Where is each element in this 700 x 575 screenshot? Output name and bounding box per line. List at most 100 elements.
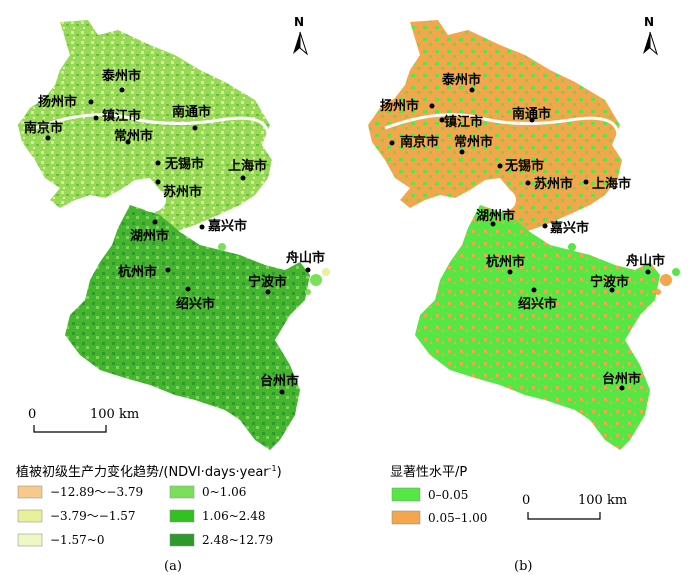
lake-taihu (488, 188, 516, 212)
city-dot-shanghai (240, 175, 246, 181)
city-label-changzhou: 常州市 (454, 134, 493, 150)
city-label-huzhou: 湖州市 (476, 208, 515, 224)
city-dot-yangzhou (88, 99, 94, 105)
city-label-shaoxing: 绍兴市 (518, 296, 557, 312)
north-arrow-a: N (293, 15, 309, 56)
region-north (368, 20, 622, 232)
city-dot-hangzhou (165, 267, 171, 273)
legend-label-2: 0.05–1.00 (428, 511, 487, 525)
city-label-ningbo: 宁波市 (248, 274, 287, 290)
city-dot-taizhou-zj (279, 389, 285, 395)
island (568, 243, 576, 251)
city-dot-nanjing (389, 140, 395, 146)
legend-a: −12.89～−3.79 −3.79～−1.57 −1.57~0 0~1.06 … (17, 485, 273, 547)
legend-swatch-4 (169, 485, 195, 499)
city-dot-ningbo (265, 289, 271, 295)
city-dot-hangzhou (507, 269, 513, 275)
yangtze-river (34, 113, 270, 139)
city-label-nantong: 南通市 (512, 106, 551, 122)
island (310, 274, 322, 286)
city-label-nanjing: 南京市 (24, 120, 63, 136)
city-label-zhoushan: 舟山市 (626, 253, 665, 269)
city-dot-ningbo (609, 287, 615, 293)
scale-end-label: 100 km (578, 493, 627, 508)
city-label-ningbo: 宁波市 (590, 274, 629, 290)
city-label-jiaxing: 嘉兴市 (549, 220, 589, 236)
city-label-yangzhou: 扬州市 (38, 94, 77, 110)
city-label-jiaxing: 嘉兴市 (207, 218, 247, 234)
legend-b: 0–0.05 0.05–1.00 (391, 487, 487, 525)
city-label-shanghai: 上海市 (592, 176, 631, 192)
map-b-svg: N 泰州市 扬州市 镇江市 南京市 南通市 常州市 无锡市 苏州市 上海市 湖州… (368, 15, 680, 574)
city-dot-zhenjiang (93, 115, 99, 121)
legend-label-1: −12.89～−3.79 (50, 485, 143, 499)
panel-label-b: (b) (514, 559, 532, 574)
city-label-zhoushan: 舟山市 (286, 250, 325, 266)
region-north (18, 20, 272, 232)
legend-label-6: 2.48~12.79 (202, 533, 273, 547)
legend-swatch-2 (391, 510, 421, 525)
region-south (65, 205, 310, 450)
legend-swatch-3 (17, 533, 43, 547)
legend-title-b: 显著性水平/P (390, 465, 467, 480)
north-arrow-b: N (643, 15, 659, 56)
city-dot-nanjing (45, 135, 51, 141)
city-label-zhenjiang: 镇江市 (444, 114, 483, 130)
island (655, 289, 661, 295)
city-dot-shanghai (583, 179, 589, 185)
city-label-yangzhou: 扬州市 (380, 98, 419, 114)
legend-swatch-5 (169, 509, 195, 523)
map-a-svg: N 泰州市 扬州市 镇江市 南京市 南通市 常州市 无锡市 苏州市 上海市 湖州 (16, 15, 330, 574)
legend-label-2: −3.79～−1.57 (50, 509, 136, 523)
legend-label-4: 0~1.06 (202, 485, 246, 499)
city-dot-suzhou (525, 180, 531, 186)
city-dot-shaoxing (185, 286, 191, 292)
north-label: N (644, 15, 654, 29)
scale-start-label: 0 (522, 493, 530, 508)
city-dot-zhoushan (645, 269, 651, 275)
city-markers-b: 泰州市 扬州市 镇江市 南京市 南通市 常州市 无锡市 苏州市 上海市 湖州市 … (380, 72, 665, 391)
city-dot-changzhou (125, 139, 131, 145)
city-markers-a: 泰州市 扬州市 镇江市 南京市 南通市 常州市 无锡市 苏州市 上海市 湖州市 … (24, 68, 325, 395)
city-dot-zhoushan (305, 267, 311, 273)
city-label-suzhou: 苏州市 (163, 184, 202, 200)
city-dot-wuxi (155, 160, 161, 166)
city-label-taizhou-zj: 台州市 (602, 371, 641, 387)
north-label: N (294, 15, 304, 29)
city-label-taizhou-zj: 台州市 (260, 373, 299, 389)
city-dot-yangzhou (429, 103, 435, 109)
city-label-taizhou-js: 泰州市 (101, 68, 141, 84)
yangtze-river (384, 113, 620, 139)
legend-label-5: 1.06~2.48 (202, 509, 266, 523)
legend-title-a: 植被初级生产力变化趋势/(NDVI·days·year-1) (16, 464, 282, 480)
city-dot-taizhou-zj (619, 385, 625, 391)
scale-bar-b: 0 100 km (522, 493, 627, 520)
legend-swatch-1 (391, 487, 421, 502)
city-dot-huzhou (490, 221, 496, 227)
city-label-hangzhou: 杭州市 (486, 254, 525, 270)
legend-swatch-1 (17, 485, 43, 499)
panel-a-vegetation-trend-map: N 泰州市 扬州市 镇江市 南京市 南通市 常州市 无锡市 苏州市 上海市 湖州 (16, 15, 330, 574)
scale-end-label: 100 km (90, 407, 139, 422)
legend-label-1: 0–0.05 (428, 488, 468, 502)
city-dot-changzhou (459, 149, 465, 155)
city-dot-jiaxing (199, 224, 205, 230)
city-dot-wuxi (497, 163, 503, 169)
legend-swatch-6 (169, 533, 195, 547)
city-dot-shaoxing (531, 287, 537, 293)
panel-b-significance-map: N 泰州市 扬州市 镇江市 南京市 南通市 常州市 无锡市 苏州市 上海市 湖州… (350, 0, 700, 575)
city-label-nantong: 南通市 (172, 104, 211, 120)
city-dot-huzhou (152, 219, 158, 225)
city-label-wuxi: 无锡市 (164, 156, 204, 172)
city-label-suzhou: 苏州市 (534, 176, 573, 192)
legend-swatch-2 (17, 509, 43, 523)
city-label-taizhou-js: 泰州市 (441, 72, 481, 88)
island (305, 289, 311, 295)
city-label-shanghai: 上海市 (228, 158, 267, 174)
city-dot-nantong (192, 125, 198, 131)
city-dot-suzhou (155, 179, 161, 185)
scale-bar-a: 0 100 km (28, 407, 139, 433)
island (660, 274, 672, 286)
city-label-nanjing: 南京市 (400, 134, 439, 150)
legend-label-3: −1.57~0 (50, 533, 104, 547)
